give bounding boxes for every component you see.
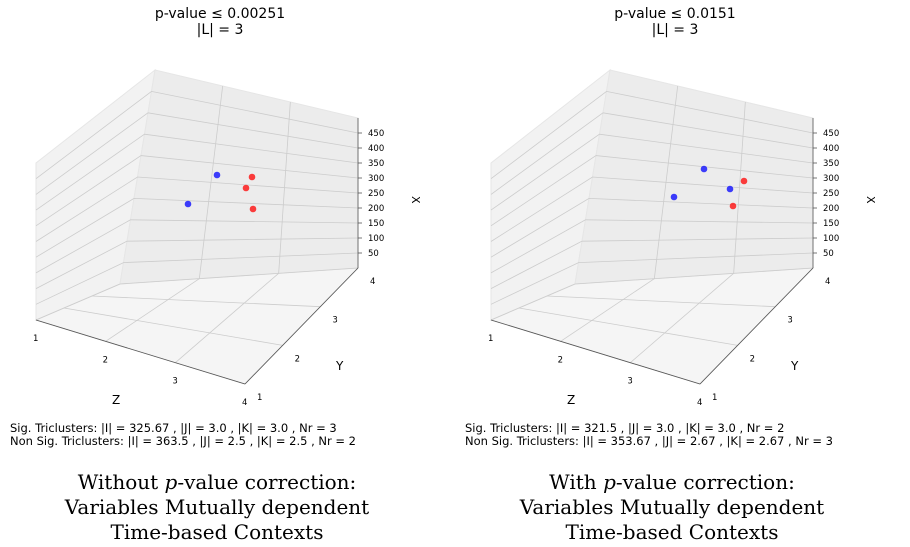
plot-subtitle: |L| = 3 — [196, 22, 244, 38]
data-point — [242, 184, 250, 192]
y-gridline — [63, 307, 283, 346]
data-point — [184, 200, 192, 208]
z-gridline — [560, 278, 655, 342]
data-point — [213, 171, 221, 179]
back-gridline — [733, 101, 746, 274]
x-tick-label: 250 — [823, 189, 839, 199]
back-pane — [119, 69, 359, 285]
z-tick-label: 1 — [33, 334, 38, 344]
y-tick-label: 3 — [787, 316, 792, 326]
plot-subtitle: |L| = 3 — [651, 22, 699, 38]
caption-line-3: Time-based Contexts — [110, 520, 324, 544]
caption-line-3: Time-based Contexts — [565, 520, 779, 544]
x-axis-label: X — [409, 196, 422, 204]
caption-line-1: Without p-value correction: — [77, 470, 357, 494]
y-tick-label: 1 — [712, 393, 717, 403]
z-axis-line — [35, 319, 246, 385]
x-tick-label: 350 — [823, 159, 839, 169]
y-axis-label: Y — [335, 359, 344, 373]
non-sig-triclusters-stats: Non Sig. Triclusters: |I| = 363.5 , |J| … — [10, 434, 356, 448]
y-gridline — [518, 307, 738, 346]
non-sig-triclusters-stats: Non Sig. Triclusters: |I| = 353.67 , |J|… — [465, 434, 833, 448]
z-tick-label: 2 — [558, 355, 563, 365]
right-panel: p-value ≤ 0.0151 |L| = 3 50 100 150 200 250 3… — [455, 0, 910, 547]
y-gridline — [119, 267, 359, 285]
y-gridline — [574, 267, 814, 285]
x-tick-label: 450 — [823, 129, 839, 139]
x-tick-label: 400 — [823, 144, 839, 154]
z-axis-label: Z — [112, 393, 120, 407]
z-gridline — [35, 283, 121, 321]
left-panel: p-value ≤ 0.00251 |L| = 3 50 100 150 200 250… — [0, 6, 434, 545]
data-point — [729, 202, 737, 210]
x-tick-label: 250 — [368, 189, 384, 199]
x-axis-label: X — [864, 196, 877, 204]
y-tick-label: 4 — [825, 277, 830, 287]
back-pane — [574, 69, 814, 285]
y-tick-label: 1 — [257, 393, 262, 403]
y-gridline — [546, 295, 776, 308]
data-point — [670, 193, 678, 201]
sig-triclusters-stats: Sig. Triclusters: |I| = 325.67 , |J| = 3… — [10, 421, 337, 435]
z-tick-label: 1 — [488, 334, 493, 344]
x-tick-label: 200 — [368, 204, 384, 214]
z-tick-label: 4 — [697, 398, 702, 408]
caption-line-1: With p-value correction: — [549, 470, 795, 494]
back-gridline — [653, 85, 679, 279]
sig-triclusters-stats: Sig. Triclusters: |I| = 321.5 , |J| = 3.… — [465, 421, 785, 435]
back-gridline — [278, 101, 291, 274]
data-point — [740, 177, 748, 185]
z-tick-label: 4 — [242, 398, 247, 408]
caption: Without p-value correction: Variables Mu… — [0, 470, 434, 545]
stats-block: Sig. Triclusters: |I| = 325.67 , |J| = 3… — [10, 422, 356, 448]
stats-block: Sig. Triclusters: |I| = 321.5 , |J| = 3.… — [465, 422, 833, 448]
y-tick-label: 2 — [295, 354, 300, 364]
y-axis-line — [244, 267, 359, 385]
x-tick-label: 150 — [368, 219, 384, 229]
z-gridline — [105, 278, 200, 342]
x-tick-label: 300 — [823, 174, 839, 184]
plot-title: p-value ≤ 0.0151 — [614, 6, 736, 22]
y-tick-label: 2 — [750, 354, 755, 364]
data-point — [726, 185, 734, 193]
y-axis-label: Y — [790, 359, 799, 373]
z-axis-line — [490, 319, 701, 385]
y-axis-line — [699, 267, 814, 385]
caption-line-2: Variables Mutually dependent — [519, 495, 825, 519]
z-tick-label: 3 — [627, 377, 632, 387]
back-gridline — [198, 85, 224, 279]
z-gridline — [630, 273, 734, 363]
z-tick-label: 3 — [172, 377, 177, 387]
x-tick-label: 100 — [823, 234, 839, 244]
y-tick-label: 4 — [370, 277, 375, 287]
x-tick-label: 450 — [368, 129, 384, 139]
z-gridline — [490, 283, 576, 321]
x-tick-label: 300 — [368, 174, 384, 184]
x-tick-label: 100 — [368, 234, 384, 244]
x-tick-label: 50 — [368, 249, 379, 259]
x-tick-label: 50 — [823, 249, 834, 259]
z-axis-label: Z — [567, 393, 575, 407]
x-tick-label: 350 — [368, 159, 384, 169]
y-gridline — [91, 295, 321, 308]
y-tick-label: 3 — [332, 316, 337, 326]
x-tick-label: 400 — [368, 144, 384, 154]
data-point — [700, 165, 708, 173]
caption-line-2: Variables Mutually dependent — [64, 495, 370, 519]
data-point — [248, 173, 256, 181]
z-tick-label: 2 — [103, 355, 108, 365]
data-point — [249, 205, 257, 213]
x-tick-label: 200 — [823, 204, 839, 214]
z-gridline — [175, 273, 279, 363]
plot-title: p-value ≤ 0.00251 — [154, 6, 286, 22]
caption: With p-value correction: Variables Mutua… — [455, 470, 889, 545]
x-tick-label: 150 — [823, 219, 839, 229]
